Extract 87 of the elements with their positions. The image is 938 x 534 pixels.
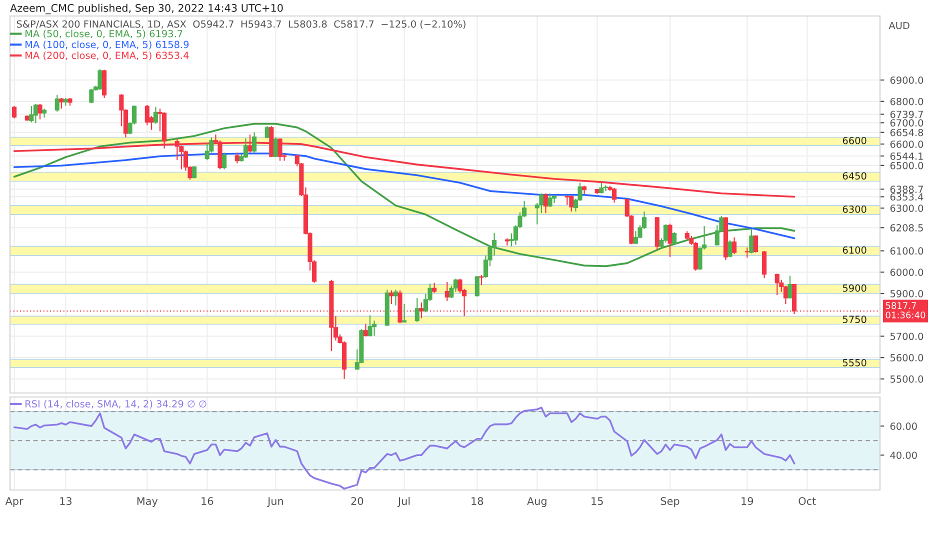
y-tick-label: 6000.0 — [890, 268, 924, 276]
candlestick — [543, 192, 548, 214]
y-tick-label: 6654.8 — [890, 128, 924, 136]
x-tick-label: 13 — [60, 497, 72, 506]
candlestick — [54, 94, 60, 112]
candlestick — [264, 126, 270, 139]
x-tick-label: Apr — [5, 497, 24, 508]
candlestick — [672, 232, 677, 245]
candlestick — [153, 106, 158, 124]
band-label: 5750 — [842, 316, 866, 324]
y-tick-label: 6388.7 — [890, 186, 923, 194]
candlestick — [732, 236, 737, 255]
band-label: 5900 — [842, 284, 866, 292]
x-tick-label: 19 — [742, 497, 754, 506]
x-tick-label: Sep — [660, 497, 680, 508]
band-label: 6600 — [842, 136, 866, 144]
x-tick-label: 16 — [202, 497, 214, 506]
x-tick-label: Oct — [798, 497, 816, 506]
y-tick-label: 5700.0 — [890, 332, 924, 340]
candlestick — [474, 276, 480, 298]
y-tick-label: 6739.7 — [890, 110, 923, 118]
candlestick — [33, 103, 38, 124]
candlestick — [59, 97, 64, 110]
y-tick-label: 6544.1 — [890, 152, 923, 160]
candlestick — [414, 297, 420, 323]
y-tick-label: 6900.0 — [890, 76, 924, 84]
y-axis-title: AUD — [888, 22, 910, 30]
candlestick — [419, 302, 424, 319]
y-tick-label: 6800.0 — [890, 98, 924, 106]
legend-label: RSI (14, close, SMA, 14, 2) 34.29 ∅ ∅ — [26, 400, 206, 409]
candlestick — [762, 250, 767, 279]
band-label: 6300 — [842, 206, 866, 213]
candlestick — [38, 103, 42, 120]
y-tick-label: 40.00 — [890, 452, 917, 459]
candlestick — [402, 303, 407, 323]
legend-label: MA (50, close, 0, EMA, 5) 6193.7 — [26, 30, 182, 38]
candlestick — [569, 195, 574, 212]
line-series — [13, 122, 796, 268]
candlestick — [599, 182, 604, 194]
candlestick — [432, 282, 437, 294]
x-tick-label: Jun — [267, 497, 283, 507]
x-tick-label: Aug — [527, 497, 546, 508]
candlestick — [753, 234, 758, 254]
candlestick — [144, 104, 150, 126]
y-tick-label: 6300.0 — [890, 204, 924, 212]
candlestick — [668, 223, 672, 258]
y-tick-label: 5600.0 — [890, 354, 924, 362]
candlestick — [774, 273, 780, 296]
candlestick — [12, 106, 17, 119]
y-tick-label: 6208.5 — [890, 224, 923, 232]
chart-subtitle: Azeem_CMC published, Sep 30, 2022 14:43 UTC+10 — [10, 4, 283, 14]
y-tick-label: 6500.0 — [890, 162, 924, 170]
candlestick — [29, 106, 34, 123]
y-tick-label: 6600.0 — [890, 140, 924, 148]
candlestick — [548, 192, 552, 208]
y-tick-label: 5500.0 — [890, 375, 924, 383]
candlestick — [273, 136, 278, 158]
y-tick-label: 60.00 — [890, 422, 917, 430]
candlestick — [564, 194, 570, 206]
x-tick-label: 18 — [472, 497, 484, 506]
x-tick-label: May — [137, 497, 158, 508]
candlestick — [98, 68, 102, 90]
candlestick — [728, 240, 732, 258]
y-tick-label: 6353.4 — [890, 193, 924, 201]
candlestick — [243, 138, 248, 159]
band-label: 6450 — [842, 172, 866, 180]
candlestick — [749, 229, 754, 254]
x-tick-label: Jul — [397, 496, 410, 507]
candlestick — [222, 152, 227, 170]
y-tick-label: 6100.0 — [890, 247, 924, 255]
candlestick — [252, 132, 257, 154]
band-label: 6100 — [842, 246, 866, 254]
legend-label: MA (100, close, 0, EMA, 5) 6158.9 — [26, 40, 189, 50]
band-label: 5550 — [842, 359, 866, 366]
candlestick — [603, 184, 608, 192]
y-tick-label: 6700.0 — [890, 119, 924, 127]
candlestick — [389, 290, 394, 305]
x-tick-label: 20 — [351, 497, 364, 506]
candlestick — [368, 314, 372, 337]
x-tick-label: 15 — [592, 497, 603, 506]
y-tick-label: 5900.0 — [890, 290, 924, 298]
candlestick — [89, 88, 94, 104]
chart-title: S&P/ASX 200 FINANCIALS, 1D, ASX O5942.7 H5943.7 L5803.8 C5817.7 −125.0 (−2.10%) — [16, 20, 466, 29]
ref-line-label: 5817.7 01:36:40 — [886, 302, 926, 318]
legend-label: MA (200, close, 0, EMA, 5) 6353.4 — [26, 52, 189, 60]
candlestick — [444, 281, 450, 302]
candlestick — [788, 275, 792, 299]
